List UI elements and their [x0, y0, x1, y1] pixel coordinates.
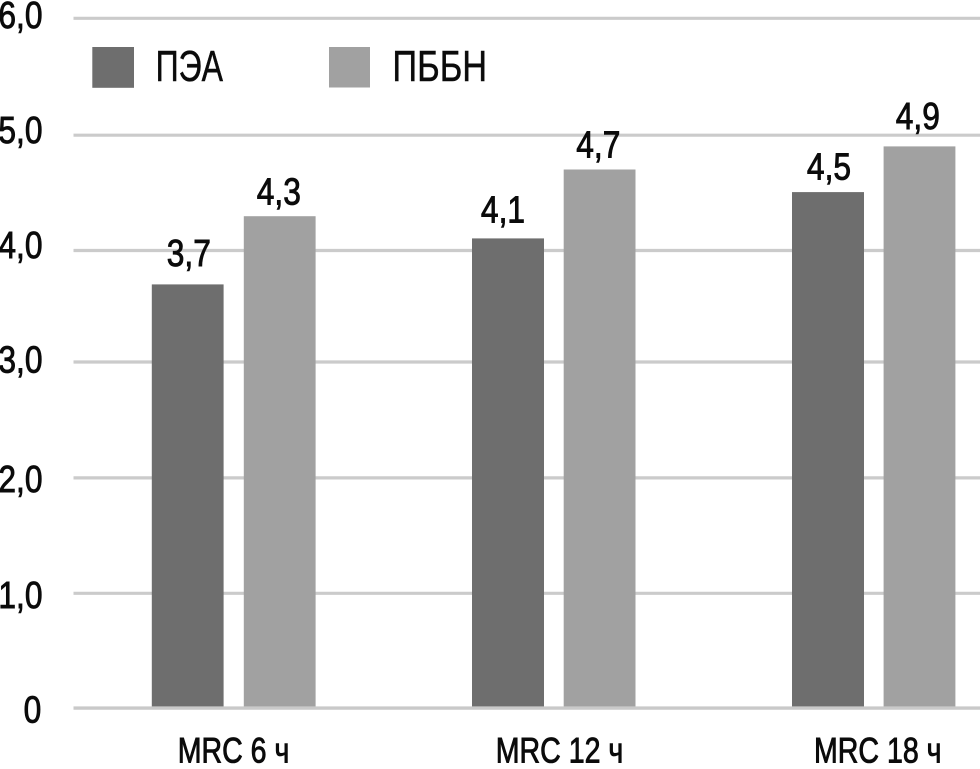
- svg-text:4,1: 4,1: [481, 189, 525, 231]
- svg-text:3,7: 3,7: [167, 233, 211, 275]
- svg-text:5,0: 5,0: [0, 110, 43, 152]
- svg-text:3,0: 3,0: [0, 340, 43, 382]
- svg-text:ПББН: ПББН: [392, 43, 487, 91]
- svg-text:MRC 6 ч: MRC 6 ч: [178, 730, 290, 769]
- svg-text:ПЭА: ПЭА: [156, 43, 223, 91]
- svg-text:2,0: 2,0: [0, 459, 43, 501]
- svg-text:1,0: 1,0: [0, 575, 43, 617]
- svg-text:4,3: 4,3: [257, 172, 301, 214]
- svg-text:4,5: 4,5: [807, 147, 851, 189]
- svg-text:0: 0: [24, 690, 42, 732]
- svg-text:6,0: 6,0: [0, 0, 43, 37]
- svg-text:MRC 12 ч: MRC 12 ч: [496, 730, 624, 769]
- svg-text:4,0: 4,0: [0, 225, 43, 267]
- svg-text:4,9: 4,9: [896, 96, 940, 138]
- svg-text:MRC 18 ч: MRC 18 ч: [814, 730, 942, 769]
- svg-text:4,7: 4,7: [576, 125, 620, 167]
